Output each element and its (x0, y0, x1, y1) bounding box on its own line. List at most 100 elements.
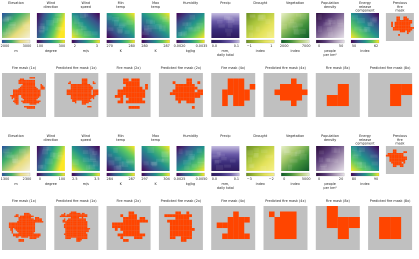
fire-pixel (29, 103, 31, 105)
fire-pixel (81, 92, 84, 94)
texture (159, 25, 166, 32)
fire-pixel (59, 215, 62, 218)
fire-pixel (296, 95, 303, 101)
fire-pixel (128, 214, 132, 218)
fire-pixel (30, 90, 33, 93)
fire-pixel (19, 81, 22, 83)
panel-title: Max (152, 134, 159, 138)
fire-pixel (66, 215, 69, 218)
fire-pixel (32, 100, 34, 102)
fire-pixel (117, 89, 121, 93)
fire-pixel (83, 226, 85, 229)
texture (85, 165, 90, 170)
fire-pixel (18, 228, 20, 230)
fire-pixel (24, 233, 26, 235)
fire-pixel (32, 92, 34, 94)
fire-pixel (227, 84, 234, 90)
fire-pixel (125, 225, 129, 229)
fire-pixel (18, 223, 20, 226)
fire-pixel (83, 232, 85, 234)
fire-pixel (14, 92, 16, 94)
colorbar-tick: 0.0020 (174, 44, 186, 48)
fire-pixel (83, 96, 85, 98)
fire-pixel (131, 222, 135, 226)
fire-pixel (11, 223, 14, 226)
feature-image (36, 146, 65, 171)
fire-pixel (302, 89, 308, 96)
fire-pixel (169, 228, 173, 231)
fire-pixel (30, 236, 33, 238)
fire-pixel (70, 230, 73, 233)
fire-pixel (186, 228, 190, 231)
fire-pixel (17, 95, 19, 97)
fire-pixel (33, 100, 36, 102)
fire-pixel (392, 160, 395, 162)
fire-pixel (408, 20, 411, 22)
fire-pixel (134, 106, 137, 109)
fire-pixel (32, 219, 34, 222)
fire-pixel (74, 212, 77, 215)
fire-pixel (66, 236, 69, 238)
texture (107, 153, 113, 157)
feature-image (2, 13, 30, 38)
texture (118, 22, 127, 27)
fire-pixel (396, 25, 399, 28)
fire-pixel (183, 236, 187, 240)
fire-pixel (387, 153, 390, 155)
fire-pixel (92, 89, 95, 91)
fire-pixel (69, 90, 71, 93)
fire-pixel (36, 95, 38, 97)
fire-pixel (83, 221, 85, 223)
unit-label: degree (45, 49, 57, 53)
fire-pixel (73, 215, 75, 218)
fire-pixel (35, 101, 37, 104)
fire-pixel (41, 88, 44, 90)
fire-pixel (65, 223, 67, 226)
texture (214, 160, 220, 165)
feature-image (246, 13, 275, 38)
fire-pixel (26, 86, 29, 89)
fire-pixel (401, 156, 404, 159)
texture (177, 31, 183, 36)
fire-pixel (70, 89, 73, 91)
fire-pixel (69, 230, 71, 233)
fire-pixel (136, 86, 140, 90)
fire-pixel (280, 95, 286, 101)
fire-pixel (21, 215, 23, 218)
panel-title: Energy (359, 1, 371, 5)
fire-pixel (69, 89, 71, 91)
fire-pixel (17, 93, 19, 96)
fire-pixel (19, 219, 22, 222)
fire-pixel (76, 93, 78, 96)
fire-pixel (85, 230, 88, 233)
fire-pixel (81, 214, 84, 216)
fire-pixel (73, 226, 75, 229)
fire-pixel (394, 160, 397, 162)
fire-pixel (69, 92, 71, 94)
fire-pixel (25, 97, 27, 100)
fire-pixel (337, 228, 349, 240)
mask-panel: Fire mask (1x) (2, 66, 46, 117)
texture (266, 31, 272, 37)
fire-pixel (69, 218, 71, 220)
fire-pixel (389, 156, 392, 159)
fire-pixel (178, 211, 181, 215)
fire-pixel (37, 236, 40, 238)
texture (214, 159, 222, 163)
colorbar (211, 172, 240, 177)
fire-pixel (32, 97, 34, 100)
fire-pixel (398, 25, 400, 28)
fire-pixel (88, 106, 91, 108)
texture (89, 148, 95, 154)
fire-pixel (87, 100, 89, 102)
fire-pixel (120, 92, 124, 96)
fire-pixel (285, 217, 292, 223)
fire-pixel (274, 222, 281, 229)
fire-pixel (403, 160, 406, 162)
texture (254, 152, 259, 157)
fire-pixel (114, 95, 118, 98)
fire-pixel (92, 95, 95, 97)
